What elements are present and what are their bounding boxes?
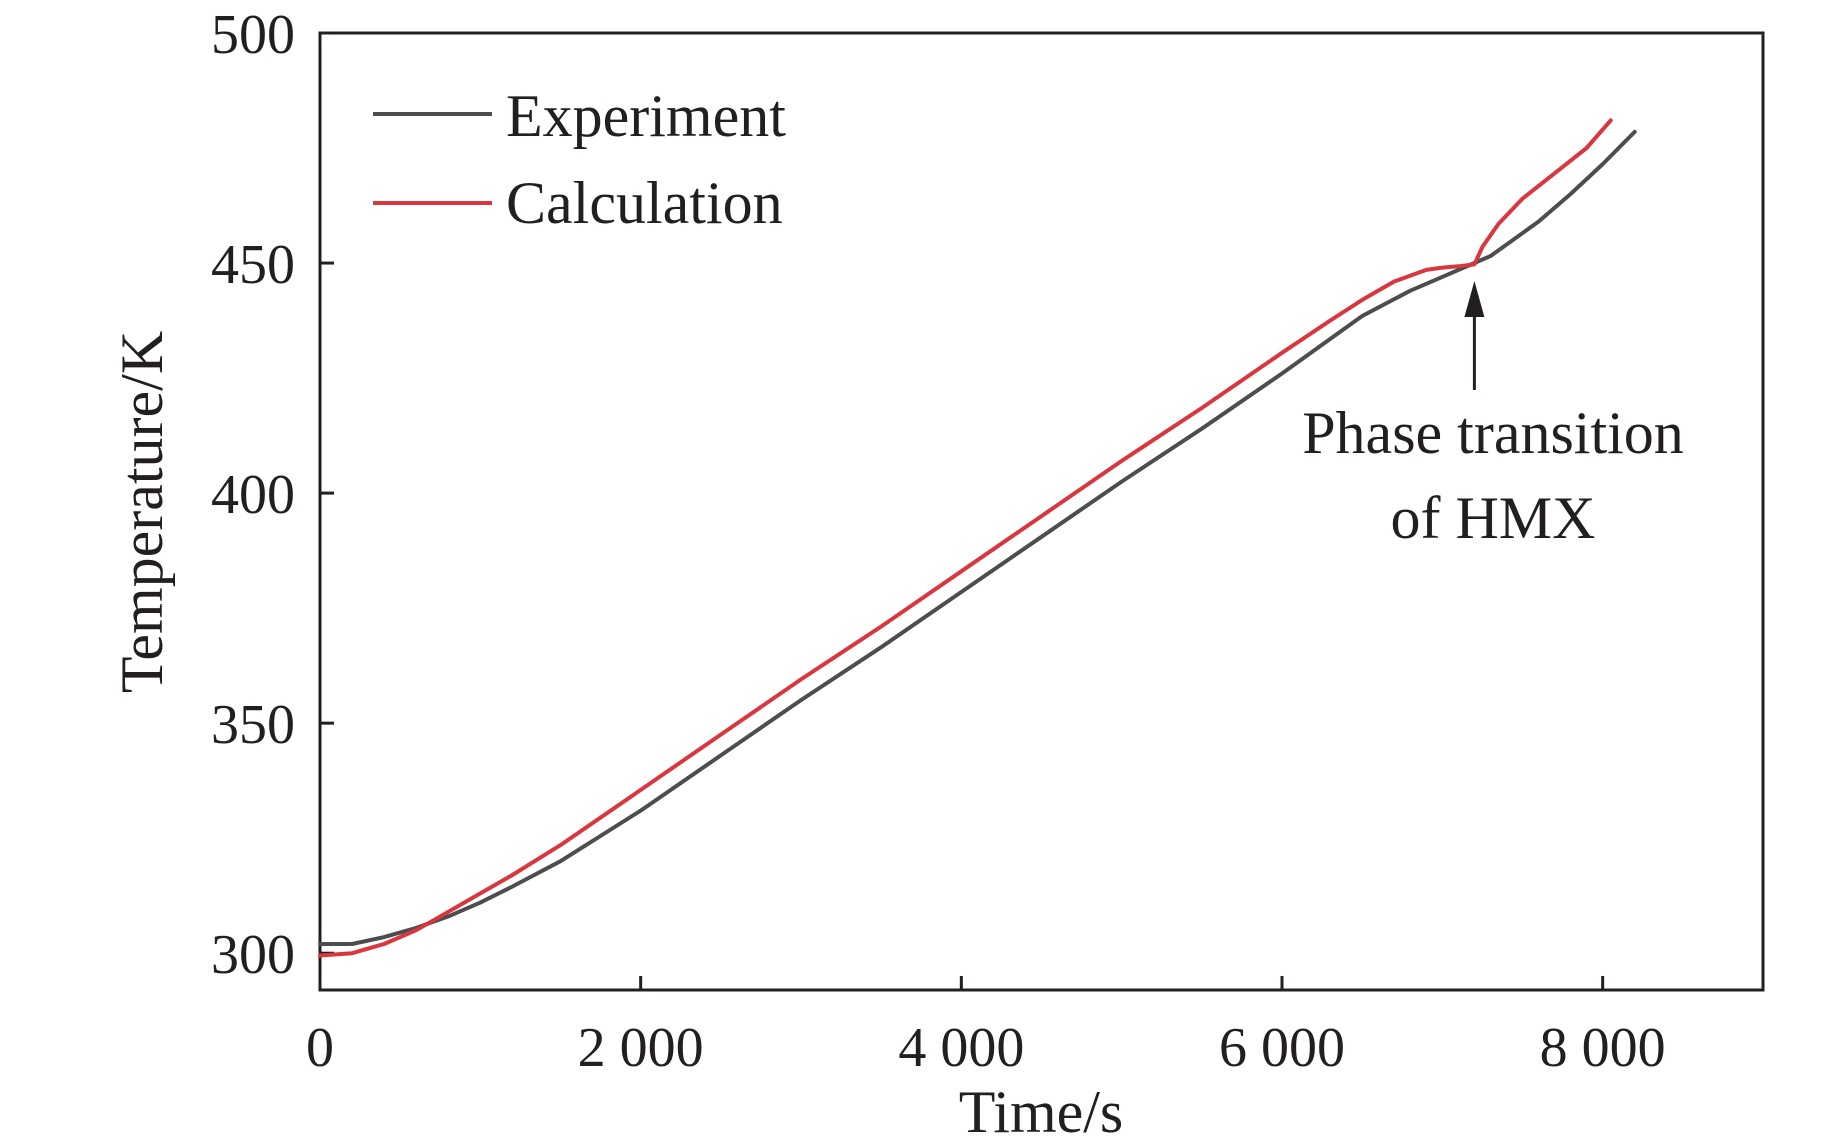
y-axis-title: Temperature/K xyxy=(109,331,175,693)
legend: Experiment Calculation xyxy=(373,83,786,236)
series-layer xyxy=(318,118,1637,958)
legend-label-calculation: Calculation xyxy=(506,170,783,236)
y-tick-label: 450 xyxy=(211,234,295,296)
y-tick-label: 300 xyxy=(211,924,295,986)
y-tick-label: 350 xyxy=(211,694,295,756)
x-tick-label: 8 000 xyxy=(1540,1017,1666,1079)
legend-label-experiment: Experiment xyxy=(506,83,786,149)
x-tick-label: 6 000 xyxy=(1219,1017,1345,1079)
annotation-line-1: Phase transition xyxy=(1302,400,1684,466)
y-tick-label: 500 xyxy=(211,4,295,66)
annotation-line-2: of HMX xyxy=(1391,485,1596,551)
series-line-experiment xyxy=(318,129,1637,946)
series-line-calculation xyxy=(318,118,1613,958)
y-tick-label: 400 xyxy=(211,464,295,526)
annotation-arrowhead xyxy=(1464,281,1485,318)
x-axis: 0 2 000 4 000 6 000 8 000 xyxy=(306,976,1666,1079)
x-tick-label: 0 xyxy=(306,1017,334,1079)
x-tick-label: 4 000 xyxy=(898,1017,1024,1079)
x-axis-title: Time/s xyxy=(959,1079,1124,1142)
plot-frame xyxy=(318,31,1765,992)
y-axis: 300 350 400 450 500 xyxy=(211,4,334,986)
annotation-phase-transition: Phase transition of HMX xyxy=(1302,281,1684,551)
x-tick-label: 2 000 xyxy=(578,1017,704,1079)
